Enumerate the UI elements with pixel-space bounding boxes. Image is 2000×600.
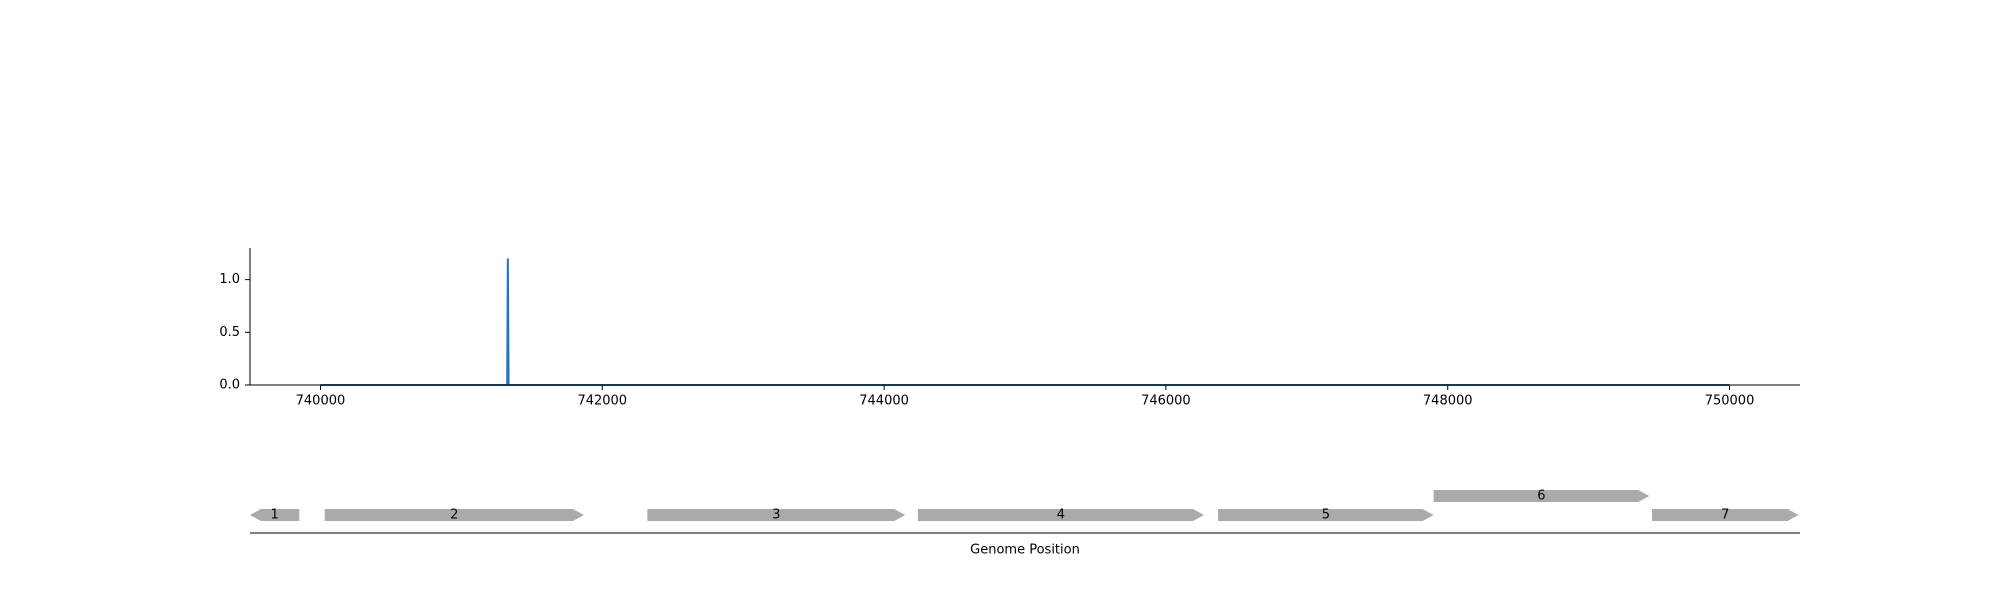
gene-arrow bbox=[324, 509, 584, 521]
x-tick-label: 744000 bbox=[859, 394, 909, 409]
gene-label: 7 bbox=[1721, 508, 1729, 523]
gene-arrow bbox=[250, 509, 300, 521]
x-ticks: 740000 742000 744000 746000 748000 750000 bbox=[296, 385, 1755, 409]
coverage-plot: 740000 742000 744000 746000 748000 750000 0.0… bbox=[219, 248, 1800, 409]
gene-map: 1 2 3 4 5 6 7 Genome Position bbox=[250, 489, 1800, 558]
y-tick-label: 0.5 bbox=[219, 325, 240, 340]
x-tick-label: 740000 bbox=[296, 394, 346, 409]
gene-arrow bbox=[1218, 509, 1434, 521]
coverage-series bbox=[320, 258, 1730, 386]
gene-label: 1 bbox=[271, 508, 279, 523]
gene-map-xlabel: Genome Position bbox=[970, 543, 1080, 558]
gene-label: 2 bbox=[450, 508, 458, 523]
y-tick-label: 1.0 bbox=[219, 272, 240, 287]
x-tick-label: 746000 bbox=[1141, 394, 1191, 409]
y-tick-label: 0.0 bbox=[219, 378, 240, 393]
gene-label: 5 bbox=[1322, 508, 1330, 523]
gene-arrow bbox=[1433, 490, 1650, 502]
gene-arrow bbox=[1652, 509, 1799, 521]
y-ticks: 0.0 0.5 1.0 bbox=[219, 272, 250, 393]
x-tick-label: 750000 bbox=[1705, 394, 1755, 409]
coverage-line bbox=[320, 258, 1730, 386]
gene-arrows: 1 2 3 4 5 6 7 bbox=[250, 489, 1799, 523]
x-tick-label: 742000 bbox=[577, 394, 627, 409]
gene-label: 6 bbox=[1537, 489, 1545, 504]
gene-arrow bbox=[647, 509, 906, 521]
x-tick-label: 748000 bbox=[1423, 394, 1473, 409]
gene-label: 3 bbox=[772, 508, 780, 523]
gene-label: 4 bbox=[1057, 508, 1065, 523]
gene-arrow bbox=[917, 509, 1204, 521]
